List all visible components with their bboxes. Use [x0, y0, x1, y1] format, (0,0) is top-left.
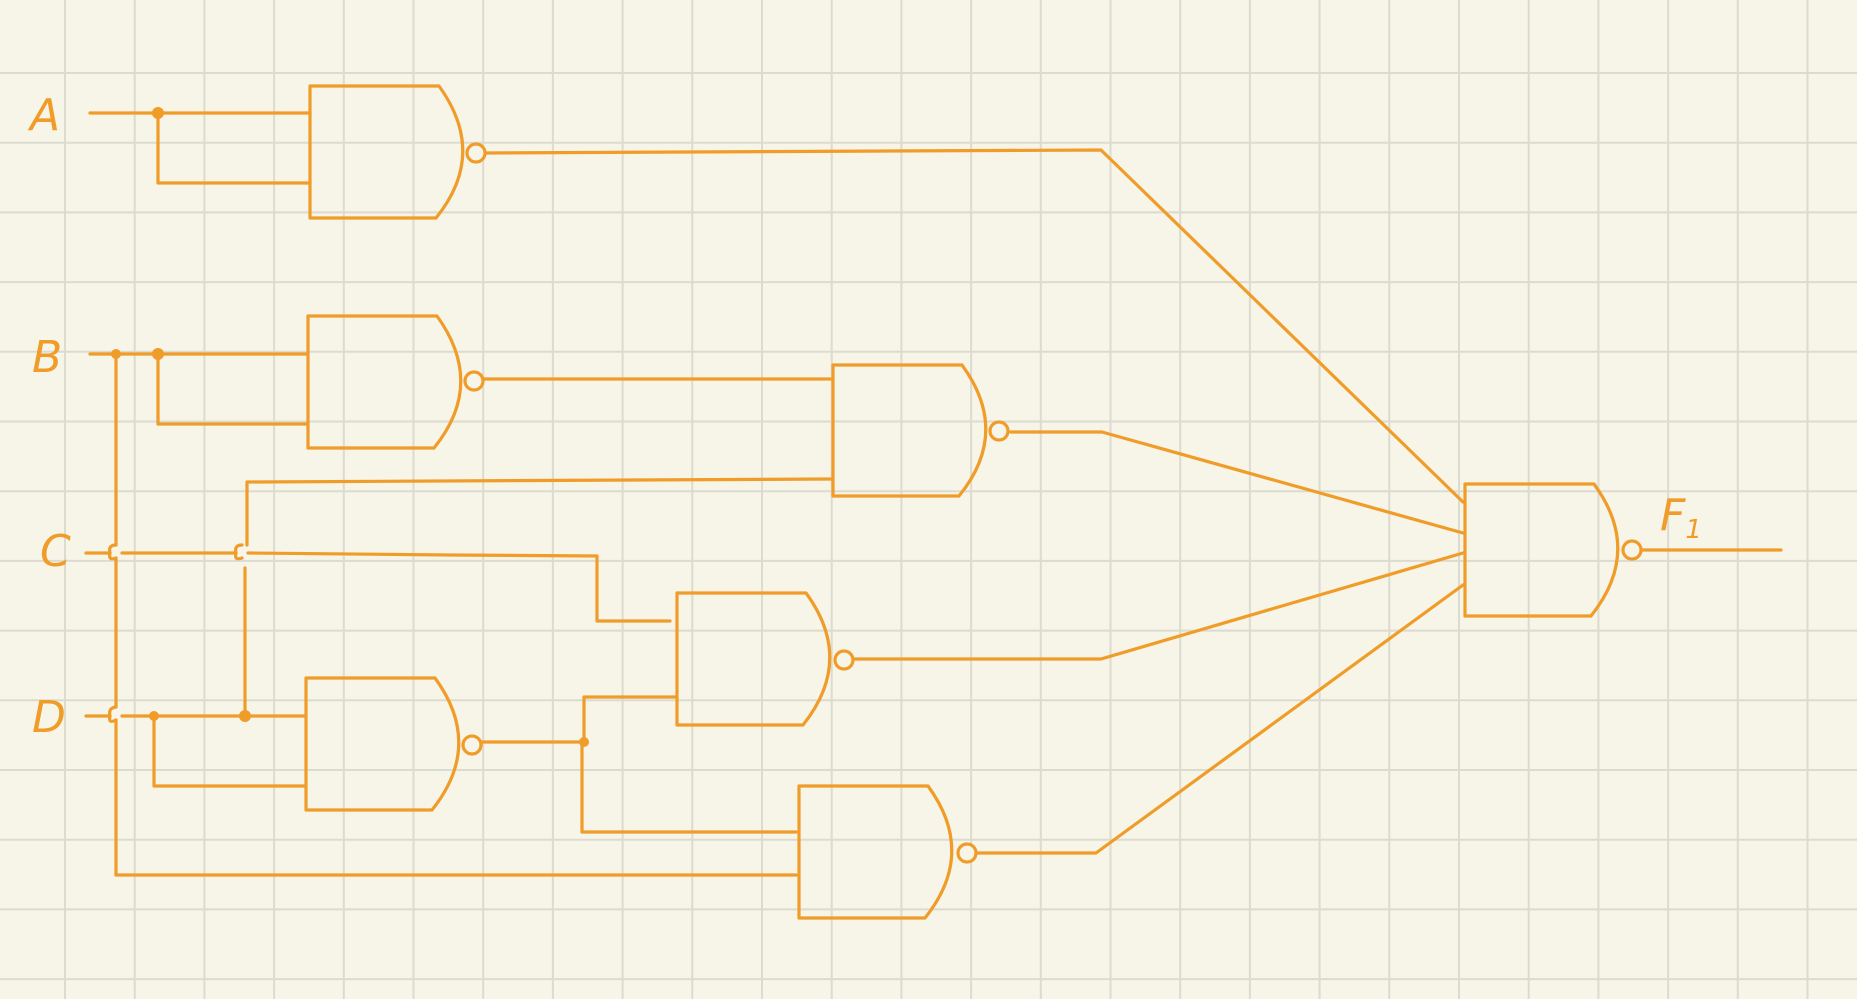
nand-gate-d [304, 676, 483, 812]
output-label-f1: F1 [1660, 490, 1702, 545]
wire-c-hop-2 [234, 543, 244, 561]
junction-b-2 [152, 348, 164, 360]
nand-gate-output [1463, 482, 1643, 618]
inverter-bubble [463, 370, 485, 392]
wire-c-hop-1 [108, 543, 118, 561]
nand-gate-d-b [797, 784, 978, 920]
gates [304, 84, 1643, 920]
junction-nand-d [579, 737, 589, 747]
input-label-c: C [40, 526, 71, 577]
wire-input-d-branch [152, 714, 306, 788]
wire-nand-db-out [975, 583, 1465, 855]
wire-nand-cd-out [852, 551, 1465, 661]
wire-input-a-branch [156, 111, 310, 185]
wires [84, 111, 1783, 877]
inverter-bubble [956, 842, 978, 864]
inverter-bubble [465, 142, 487, 164]
wire-nand-d-to-db [580, 740, 798, 834]
wire-input-b-branch [156, 352, 308, 426]
output-label-main: F [1660, 490, 1686, 541]
wire-b-bus [114, 352, 798, 877]
junction-a [152, 107, 164, 119]
input-label-d: D [32, 692, 66, 743]
inverter-bubble [1621, 539, 1643, 561]
input-label-b: B [32, 332, 62, 383]
output-label-subscript: 1 [1685, 515, 1702, 545]
nand-gate-b-c [831, 363, 1010, 498]
wire-nand-d-to-cd [582, 695, 678, 744]
wire-nand-bc-out [1009, 430, 1465, 535]
wire-input-c [84, 551, 672, 623]
labels: A B C D F1 [27, 90, 1702, 743]
wire-c-to-nand-bc [243, 477, 833, 718]
wire-nand-a-out [484, 148, 1465, 504]
junctions [111, 107, 589, 747]
inverter-bubble [988, 420, 1010, 442]
nand-gate-a [308, 84, 487, 220]
input-label-a: A [27, 90, 60, 141]
junction-d-1 [149, 711, 159, 721]
wire-d-hop [108, 705, 118, 723]
junction-b-1 [111, 349, 121, 359]
inverter-bubble [461, 734, 483, 756]
inverter-bubble [833, 649, 855, 671]
nand-gate-b [306, 314, 485, 450]
junction-d-c [239, 710, 251, 722]
nand-gate-c-d [675, 591, 855, 727]
